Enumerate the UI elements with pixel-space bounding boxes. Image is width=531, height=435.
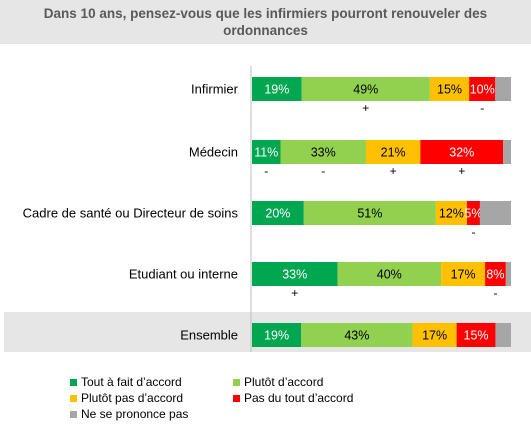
significance-mark-etudiant-ou-interne-tout-a-fait-d-accord: +: [291, 286, 298, 300]
bar-ensemble-plutot-d-accord: [301, 323, 413, 347]
bar-ensemble-tout-a-fait-d-accord: [252, 323, 302, 347]
data-label-infirmier-plutot-d-accord: 49%: [353, 83, 378, 97]
bar-medecin-plutot-pas-d-accord: [365, 140, 421, 164]
bar-etudiant-ou-interne-plutot-pas-d-accord: [441, 262, 486, 286]
bar-ensemble-plutot-pas-d-accord: [412, 323, 457, 347]
significance-mark-etudiant-ou-interne-pas-du-tout-d-accord: -: [493, 286, 497, 300]
bar-ensemble-ne-se-prononce-pas: [495, 323, 511, 347]
data-label-cadre-de-sante-ou-directeur-de-soins-plutot-d-accord: 51%: [357, 207, 382, 221]
bar-infirmier-pas-du-tout-d-accord: [469, 77, 496, 101]
legend-label: Plutôt d’accord: [244, 375, 324, 389]
data-label-infirmier-tout-a-fait-d-accord: 19%: [264, 83, 289, 97]
data-label-medecin-plutot-pas-d-accord: 21%: [381, 146, 406, 160]
legend: Tout à fait d’accord Plutôt d’accord Plutô…: [70, 375, 370, 425]
bar-cadre-de-sante-ou-directeur-de-soins-plutot-pas-d-accord: [435, 201, 467, 225]
legend-label: Ne se prononce pas: [81, 407, 189, 421]
bar-cadre-de-sante-ou-directeur-de-soins-pas-du-tout-d-accord: [466, 201, 480, 225]
data-label-ensemble-pas-du-tout-d-accord: 15%: [464, 329, 489, 343]
legend-swatch: [70, 378, 77, 386]
chart-title: Dans 10 ans, pensez-vous que les infirmi…: [43, 6, 488, 38]
category-label-cadre-de-sante-ou-directeur-de-soins: Cadre de santé ou Directeur de soins: [23, 206, 239, 221]
legend-label: Tout à fait d’accord: [81, 375, 182, 389]
significance-mark-medecin-plutot-pas-d-accord: +: [390, 164, 397, 178]
data-label-infirmier-pas-du-tout-d-accord: 10%: [470, 83, 495, 97]
category-label-etudiant-ou-interne: Etudiant ou interne: [129, 267, 238, 282]
significance-mark-medecin-tout-a-fait-d-accord: -: [264, 164, 268, 178]
bar-medecin-plutot-d-accord: [280, 140, 366, 164]
legend-item-pas-du-tout-d-accord: Pas du tout d’accord: [233, 391, 353, 405]
legend-item-ne-se-prononce-pas: Ne se prononce pas: [70, 407, 188, 421]
data-label-medecin-pas-du-tout-d-accord: 32%: [449, 146, 474, 160]
legend-item-tout-a-fait-d-accord: Tout à fait d’accord: [70, 375, 182, 389]
title-band: [0, 0, 531, 44]
bar-medecin-ne-se-prononce-pas: [503, 140, 511, 164]
bar-cadre-de-sante-ou-directeur-de-soins-ne-se-prononce-pas: [479, 201, 511, 225]
significance-mark-infirmier-pas-du-tout-d-accord: -: [480, 101, 484, 115]
data-label-ensemble-plutot-pas-d-accord: 17%: [422, 329, 447, 343]
legend-label: Pas du tout d’accord: [244, 391, 354, 405]
bar-infirmier-tout-a-fait-d-accord: [252, 77, 302, 101]
bar-etudiant-ou-interne-plutot-d-accord: [337, 262, 442, 286]
bar-etudiant-ou-interne-tout-a-fait-d-accord: [252, 262, 338, 286]
bar-infirmier-plutot-pas-d-accord: [429, 77, 470, 101]
legend-label: Plutôt pas d’accord: [81, 391, 184, 405]
legend-item-plutot-d-accord: Plutôt d’accord: [233, 375, 323, 389]
bar-etudiant-ou-interne-ne-se-prononce-pas: [505, 262, 511, 286]
category-label-ensemble: Ensemble: [180, 328, 238, 343]
significance-mark-cadre-de-sante-ou-directeur-de-soins-pas-du-tout-d-accord: -: [471, 225, 475, 239]
stacked-bar-chart: Infirmier 19% 49% 15% 10% + - Médecin 11% 33% 21% 3…: [23, 66, 511, 352]
legend-item-plutot-pas-d-accord: Plutôt pas d’accord: [70, 391, 183, 405]
data-label-ensemble-tout-a-fait-d-accord: 19%: [264, 329, 289, 343]
bar-medecin-pas-du-tout-d-accord: [420, 140, 504, 164]
bar-ensemble-pas-du-tout-d-accord: [456, 323, 496, 347]
bar-cadre-de-sante-ou-directeur-de-soins-plutot-d-accord: [303, 201, 436, 225]
data-label-ensemble-plutot-d-accord: 43%: [344, 329, 369, 343]
legend-swatch: [70, 394, 77, 402]
data-label-infirmier-plutot-pas-d-accord: 15%: [437, 83, 462, 97]
category-label-infirmier: Infirmier: [191, 82, 239, 97]
data-label-medecin-plutot-d-accord: 33%: [311, 146, 336, 160]
category-label-medecin: Médecin: [189, 145, 238, 160]
legend-swatch: [233, 394, 240, 402]
data-label-etudiant-ou-interne-plutot-pas-d-accord: 17%: [451, 268, 476, 282]
legend-swatch: [70, 410, 77, 418]
data-label-etudiant-ou-interne-plutot-d-accord: 40%: [377, 268, 402, 282]
significance-mark-medecin-pas-du-tout-d-accord: +: [458, 164, 465, 178]
data-label-etudiant-ou-interne-pas-du-tout-d-accord: 8%: [486, 268, 504, 282]
data-label-cadre-de-sante-ou-directeur-de-soins-tout-a-fait-d-accord: 20%: [265, 207, 290, 221]
bar-infirmier-plutot-d-accord: [301, 77, 430, 101]
significance-mark-medecin-plutot-d-accord: -: [321, 164, 325, 178]
legend-swatch: [233, 378, 240, 386]
bar-medecin-tout-a-fait-d-accord: [252, 140, 281, 164]
bar-etudiant-ou-interne-pas-du-tout-d-accord: [485, 262, 506, 286]
data-label-etudiant-ou-interne-tout-a-fait-d-accord: 33%: [282, 268, 307, 282]
data-label-cadre-de-sante-ou-directeur-de-soins-pas-du-tout-d-accord: 5%: [464, 207, 482, 221]
bar-infirmier-ne-se-prononce-pas: [495, 77, 511, 101]
significance-mark-infirmier-plutot-d-accord: +: [362, 101, 369, 115]
data-label-medecin-tout-a-fait-d-accord: 11%: [254, 146, 278, 160]
data-label-cadre-de-sante-ou-directeur-de-soins-plutot-pas-d-accord: 12%: [439, 207, 464, 221]
bar-cadre-de-sante-ou-directeur-de-soins-tout-a-fait-d-accord: [252, 201, 304, 225]
